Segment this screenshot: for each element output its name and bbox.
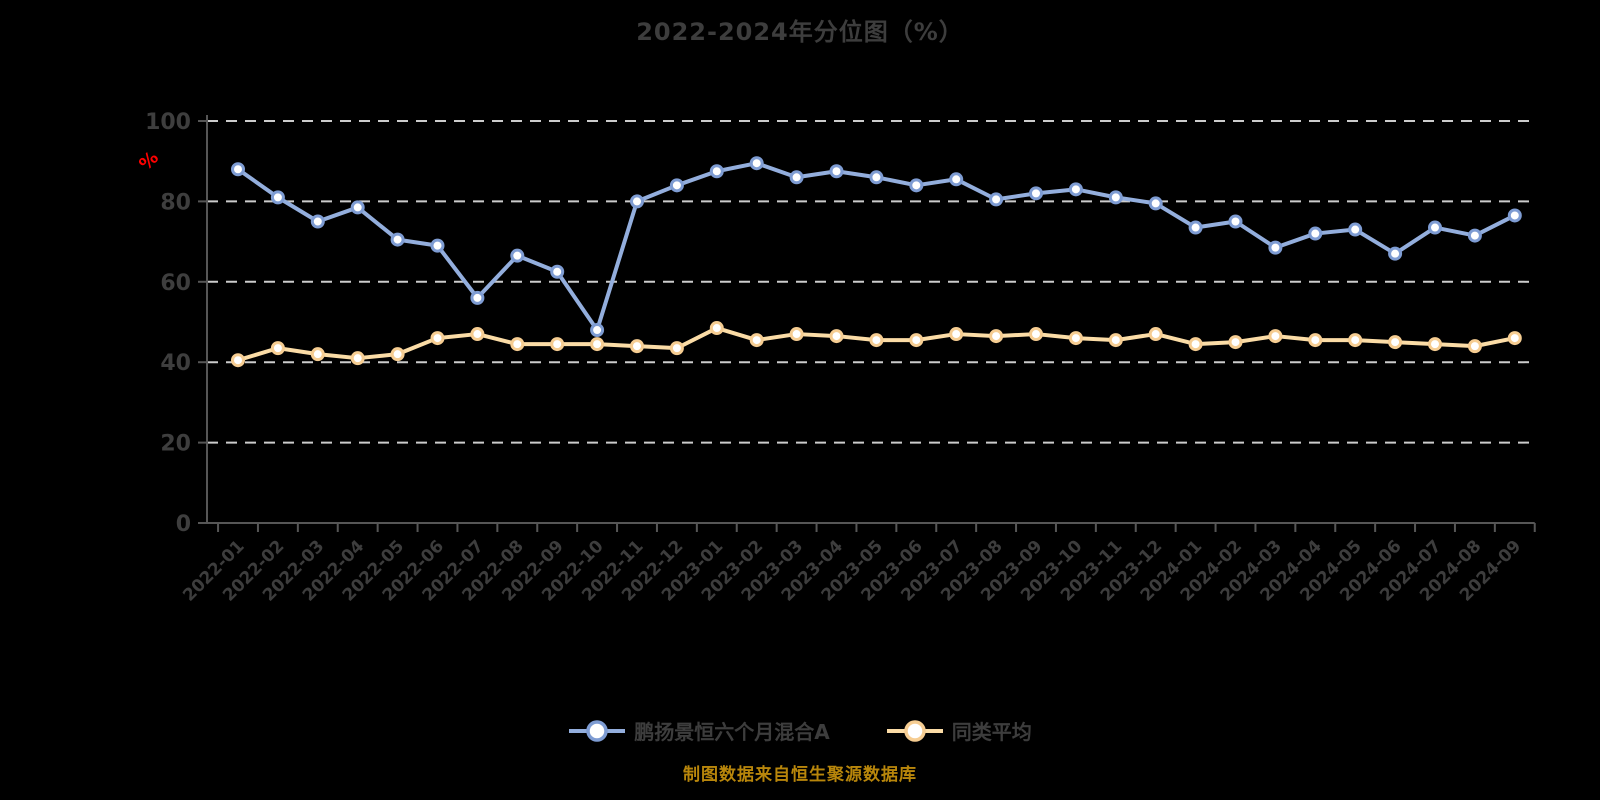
average-data-point-marker[interactable]: [909, 333, 924, 348]
average-data-point-marker[interactable]: [430, 331, 445, 346]
fund-data-point-marker[interactable]: [390, 232, 405, 247]
average-data-point-marker[interactable]: [510, 337, 525, 352]
legend-marker-fund-icon: [569, 719, 626, 742]
fund-data-point-marker[interactable]: [869, 170, 884, 185]
average-data-point-marker[interactable]: [1068, 331, 1083, 346]
fund-data-point-marker[interactable]: [1268, 240, 1283, 255]
average-data-point-marker[interactable]: [1188, 337, 1203, 352]
average-data-point-marker[interactable]: [869, 333, 884, 348]
fund-data-point-marker[interactable]: [350, 200, 365, 215]
legend-label-average: 同类平均: [951, 720, 1032, 744]
y-axis-tick-label: 80: [160, 190, 191, 215]
average-data-point-marker[interactable]: [1029, 327, 1043, 342]
fund-series-line: [236, 161, 1517, 333]
fund-data-point-marker[interactable]: [1108, 190, 1123, 205]
fund-data-point-marker[interactable]: [1068, 182, 1083, 197]
fund-data-point-marker[interactable]: [709, 164, 724, 179]
legend-marker-average-icon: [886, 719, 943, 742]
average-data-point-marker[interactable]: [1148, 327, 1163, 342]
y-axis-tick-label: 0: [176, 512, 191, 537]
y-axis-tick-label: 20: [160, 432, 191, 457]
average-data-point-marker[interactable]: [1108, 333, 1123, 348]
y-axis-tick-label: 60: [160, 271, 191, 296]
fund-data-point-marker[interactable]: [1467, 228, 1482, 243]
average-data-point-marker[interactable]: [1228, 335, 1243, 350]
fund-data-point-marker[interactable]: [1188, 220, 1203, 235]
fund-data-point-marker[interactable]: [669, 178, 684, 193]
average-data-point-marker[interactable]: [1467, 339, 1482, 354]
average-data-point-marker[interactable]: [350, 351, 365, 366]
average-data-point-marker[interactable]: [1507, 331, 1522, 346]
fund-data-point-marker[interactable]: [949, 172, 964, 187]
fund-data-point-marker[interactable]: [909, 178, 924, 193]
fund-data-point-marker[interactable]: [749, 156, 764, 171]
fund-data-point-marker[interactable]: [630, 194, 644, 209]
legend-label-fund: 鹏扬景恒六个月混合A: [634, 720, 830, 744]
average-data-point-marker[interactable]: [310, 347, 325, 362]
y-axis-tick-label: 100: [145, 110, 191, 135]
fund-data-point-marker[interactable]: [1228, 214, 1243, 229]
fund-data-point-marker[interactable]: [1428, 220, 1442, 235]
legend-item-category-average[interactable]: 同类平均: [886, 716, 1032, 745]
fund-data-point-marker[interactable]: [270, 190, 285, 205]
average-data-point-marker[interactable]: [590, 337, 605, 352]
fund-data-point-marker[interactable]: [470, 290, 485, 305]
average-data-point-marker[interactable]: [1308, 333, 1323, 348]
caption-data-source: 制图数据来自恒生聚源数据库: [683, 765, 917, 785]
average-data-point-marker[interactable]: [669, 341, 684, 356]
average-data-point-marker[interactable]: [390, 347, 405, 362]
average-data-point-marker[interactable]: [550, 337, 565, 352]
legend-item-fund[interactable]: 鹏扬景恒六个月混合A: [568, 716, 830, 745]
fund-data-point-marker[interactable]: [989, 192, 1004, 207]
average-data-point-marker[interactable]: [989, 329, 1004, 344]
fund-data-point-marker[interactable]: [231, 162, 245, 177]
average-data-point-marker[interactable]: [630, 339, 644, 354]
average-data-point-marker[interactable]: [1428, 337, 1442, 352]
average-data-point-marker[interactable]: [789, 327, 804, 342]
average-data-point-marker[interactable]: [829, 329, 844, 344]
fund-data-point-marker[interactable]: [1029, 186, 1043, 201]
average-data-point-marker[interactable]: [270, 341, 285, 356]
fund-data-point-marker[interactable]: [1348, 222, 1363, 237]
fund-data-point-marker[interactable]: [789, 170, 804, 185]
average-data-point-marker[interactable]: [470, 327, 485, 342]
average-data-point-marker[interactable]: [231, 353, 245, 368]
fund-data-point-marker[interactable]: [1148, 196, 1163, 211]
fund-data-point-marker[interactable]: [430, 238, 445, 253]
chart-title: 2022-2024年分位图（%）: [636, 18, 964, 46]
y-axis-unit-label: %: [135, 147, 163, 175]
fund-data-point-marker[interactable]: [510, 248, 525, 263]
fund-data-point-marker[interactable]: [1308, 226, 1323, 241]
y-axis-tick-label: 40: [160, 351, 191, 376]
chart-legend: 鹏扬景恒六个月混合A 同类平均: [0, 716, 1600, 745]
average-data-point-marker[interactable]: [1348, 333, 1363, 348]
average-data-point-marker[interactable]: [1268, 329, 1283, 344]
fund-data-point-marker[interactable]: [829, 164, 844, 179]
fund-data-point-marker[interactable]: [550, 264, 565, 279]
fund-data-point-marker[interactable]: [1507, 208, 1522, 223]
fund-data-point-marker[interactable]: [310, 214, 325, 229]
fund-data-point-marker[interactable]: [590, 323, 605, 338]
average-data-point-marker[interactable]: [749, 333, 764, 348]
average-data-point-marker[interactable]: [709, 321, 724, 336]
average-data-point-marker[interactable]: [1388, 335, 1403, 350]
fund-data-point-marker[interactable]: [1388, 246, 1403, 261]
average-data-point-marker[interactable]: [949, 327, 964, 342]
